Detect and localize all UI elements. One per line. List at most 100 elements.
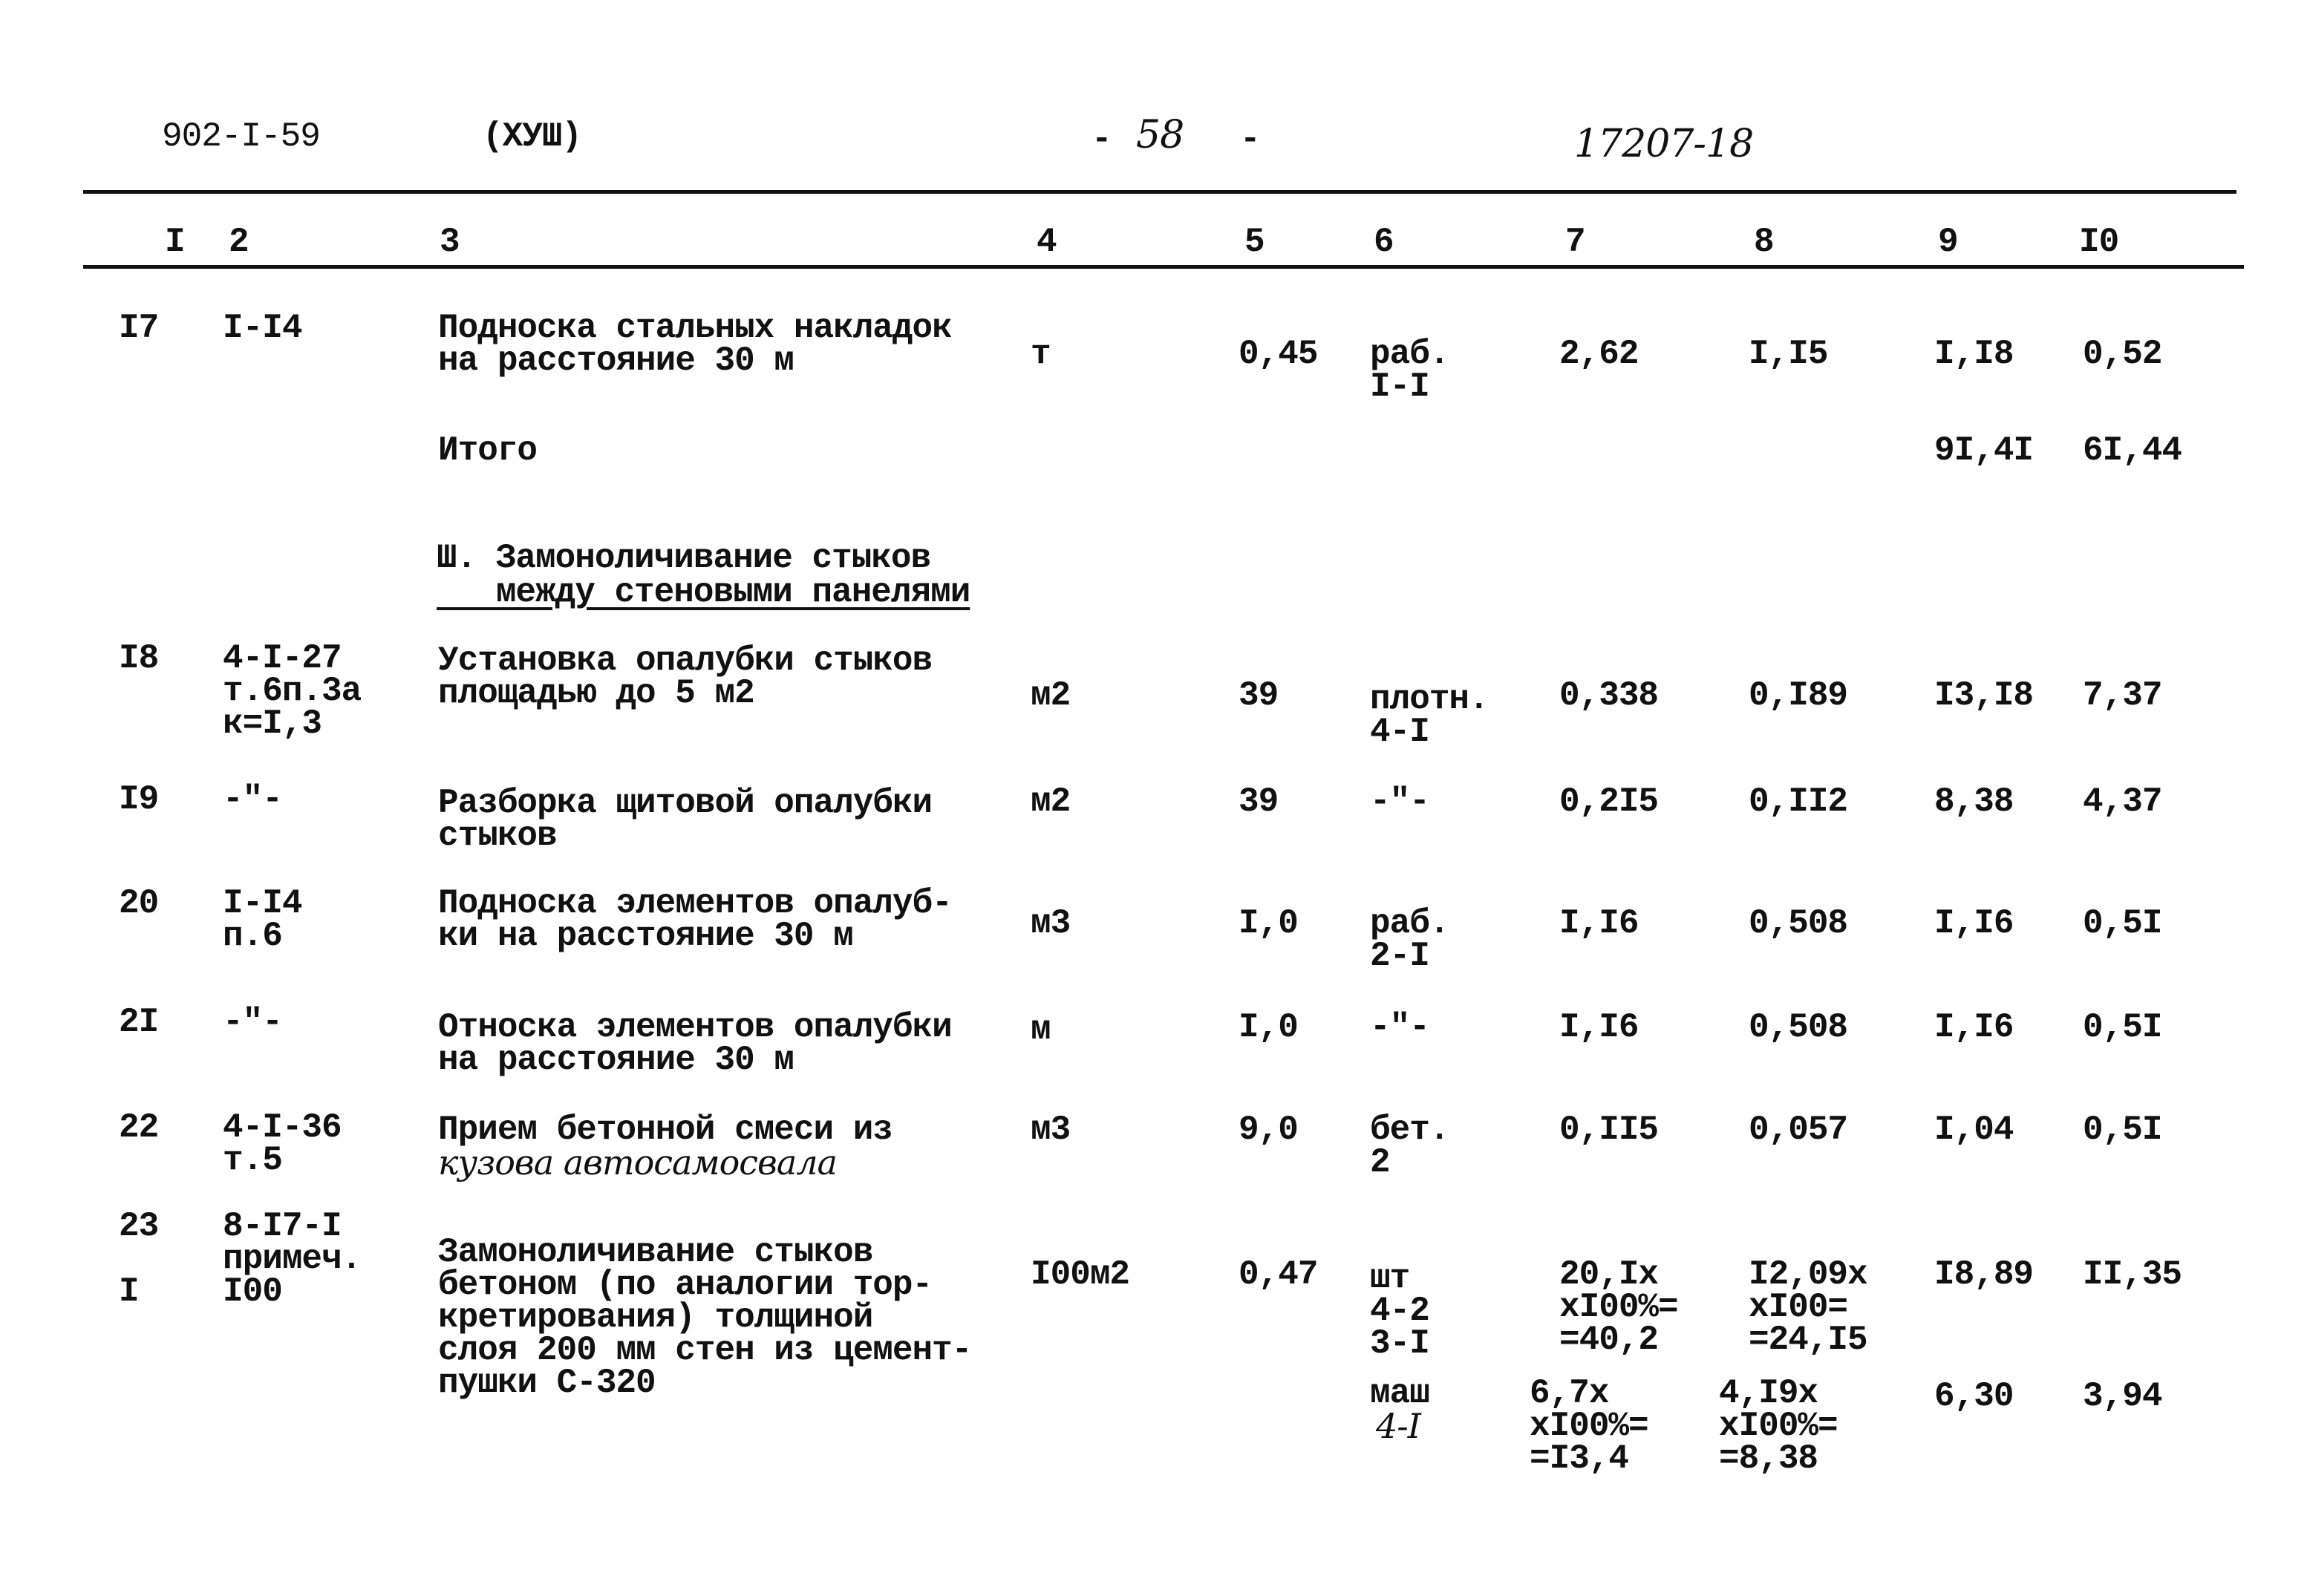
inventory-number: 17207-18 xyxy=(1574,122,1754,166)
row-quantity: 9,0 xyxy=(1239,1111,1299,1149)
subrow-col8: =8,38 xyxy=(1719,1439,1818,1478)
row-col8: xI00= xyxy=(1749,1288,1848,1327)
row-col9: I3,I8 xyxy=(1934,676,2034,715)
row-worker-category: 3-I xyxy=(1370,1324,1430,1363)
column-header-8: 8 xyxy=(1754,223,1775,261)
section-title: между стеновыми панелями xyxy=(437,573,971,612)
row-col10: 0,5I xyxy=(2083,1111,2162,1149)
row-description: Установка опалубки стыков xyxy=(438,641,933,680)
row-worker-category: -"- xyxy=(1370,1008,1430,1047)
row-norm-code: примеч. xyxy=(223,1240,362,1278)
row-col8: I,I5 xyxy=(1749,335,1828,373)
subrow-col7: xI00%= xyxy=(1530,1407,1649,1445)
row-description: Подноска элементов опалуб- xyxy=(438,884,953,923)
row-description: стыков xyxy=(438,817,558,855)
column-header-5: 5 xyxy=(1244,223,1265,261)
row-unit: м3 xyxy=(1031,904,1071,943)
row-col7: 0,2I5 xyxy=(1559,782,1659,821)
row-col7: 0,II5 xyxy=(1559,1111,1659,1149)
row-number: 22 xyxy=(119,1108,159,1147)
row-unit: м xyxy=(1031,1010,1051,1049)
row-norm-code: -"- xyxy=(223,1003,283,1041)
row-col9: I,I6 xyxy=(1934,1008,2014,1047)
row-quantity: I,0 xyxy=(1239,1008,1299,1047)
row-norm-code: I-I4 xyxy=(223,309,302,347)
subrow-col8: xI00%= xyxy=(1719,1407,1838,1445)
row-worker-category: 2 xyxy=(1370,1143,1391,1182)
row-quantity: 0,47 xyxy=(1239,1255,1318,1294)
row-worker-category: шт xyxy=(1370,1259,1410,1298)
row-worker-category: плотн. xyxy=(1370,680,1489,719)
subrow-col8: 4,I9x xyxy=(1719,1374,1818,1413)
row-norm-code: I-I4 xyxy=(223,884,302,923)
row-description: Относка элементов опалубки xyxy=(438,1008,953,1047)
row-col8: 0,508 xyxy=(1749,904,1848,943)
row-number: 2I xyxy=(119,1003,159,1041)
row-number: I8 xyxy=(119,639,159,678)
subrow-col7: 6,7x xyxy=(1530,1374,1609,1413)
row-description: слоя 200 мм стен из цемент- xyxy=(438,1331,972,1370)
row-description: Разборка щитовой опалубки xyxy=(438,784,933,822)
column-header-7: 7 xyxy=(1565,223,1586,261)
row-norm-code: к=I,3 xyxy=(223,704,322,743)
column-header-2: 2 xyxy=(229,223,249,261)
row-col9: I8,89 xyxy=(1934,1255,2034,1294)
row-col10: 4,37 xyxy=(2083,782,2162,821)
row-norm-code: п.6 xyxy=(223,917,283,955)
row-description: на расстояние 30 м xyxy=(438,341,794,380)
subrow-col7: =I3,4 xyxy=(1530,1439,1629,1478)
header-top-rule xyxy=(83,190,2236,194)
row-col7: 20,Ix xyxy=(1559,1255,1659,1294)
column-header-9: 9 xyxy=(1938,223,1959,261)
row-quantity: I,0 xyxy=(1239,904,1299,943)
subrow-col9: 6,30 xyxy=(1934,1377,2014,1416)
header-bottom-rule xyxy=(83,265,2244,269)
row-unit: м2 xyxy=(1031,782,1071,821)
row-col9: 9I,4I xyxy=(1934,431,2034,470)
row-col8: 0,057 xyxy=(1749,1111,1848,1149)
row-worker-category: раб. xyxy=(1370,904,1449,943)
subrow-col10: 3,94 xyxy=(2083,1377,2162,1416)
row-norm-code: т.5 xyxy=(223,1141,283,1180)
row-worker-category: 4-2 xyxy=(1370,1292,1430,1330)
row-description: кретирования) толщиной xyxy=(438,1298,873,1337)
section-title: Ш. Замоноличивание стыков xyxy=(437,539,931,578)
row-unit: м2 xyxy=(1031,676,1071,715)
row-norm-code: 4-I-36 xyxy=(223,1108,342,1147)
row-col9: I,I6 xyxy=(1934,904,2014,943)
row-norm-code: 4-I-27 xyxy=(223,639,342,678)
row-number: I7 xyxy=(119,309,159,347)
row-norm-code: 8-I7-I xyxy=(223,1207,342,1246)
doc-code: 902-I-59 xyxy=(162,117,321,156)
row-description: ки на расстояние 30 м xyxy=(438,917,854,955)
row-col7: xI00%= xyxy=(1559,1288,1679,1327)
row-number: 23 xyxy=(119,1207,159,1246)
row-number: I xyxy=(119,1272,140,1311)
page-dash-right: - xyxy=(1240,120,1261,159)
row-col7: =40,2 xyxy=(1559,1321,1659,1359)
row-col7: 0,338 xyxy=(1559,676,1659,715)
row-description: площадью до 5 м2 xyxy=(438,674,755,713)
column-header-4: 4 xyxy=(1037,223,1057,261)
row-col9: 8,38 xyxy=(1934,782,2014,821)
row-description: Замоноличивание стыков xyxy=(438,1233,873,1272)
row-col10: 0,5I xyxy=(2083,904,2162,943)
row-col8: 0,II2 xyxy=(1749,782,1848,821)
subrow-category-handwritten: 4-I xyxy=(1376,1406,1421,1446)
subrow-category: маш xyxy=(1370,1374,1430,1413)
row-col8: 0,508 xyxy=(1749,1008,1848,1047)
row-number: 20 xyxy=(119,884,159,923)
row-norm-code: I00 xyxy=(223,1272,283,1311)
row-norm-code: т.6п.3а xyxy=(223,672,362,710)
row-quantity: 39 xyxy=(1239,676,1279,715)
page-number: 58 xyxy=(1136,113,1184,157)
row-description-handwritten: кузова автосамосвала xyxy=(438,1142,838,1183)
row-description: Итого xyxy=(438,431,538,470)
row-col7: I,I6 xyxy=(1559,904,1639,943)
row-unit: I00м2 xyxy=(1031,1255,1130,1294)
row-worker-category: -"- xyxy=(1370,782,1430,821)
row-col7: I,I6 xyxy=(1559,1008,1639,1047)
row-col8: =24,I5 xyxy=(1749,1321,1868,1359)
row-col7: 2,62 xyxy=(1559,335,1639,373)
row-number: I9 xyxy=(119,780,159,819)
